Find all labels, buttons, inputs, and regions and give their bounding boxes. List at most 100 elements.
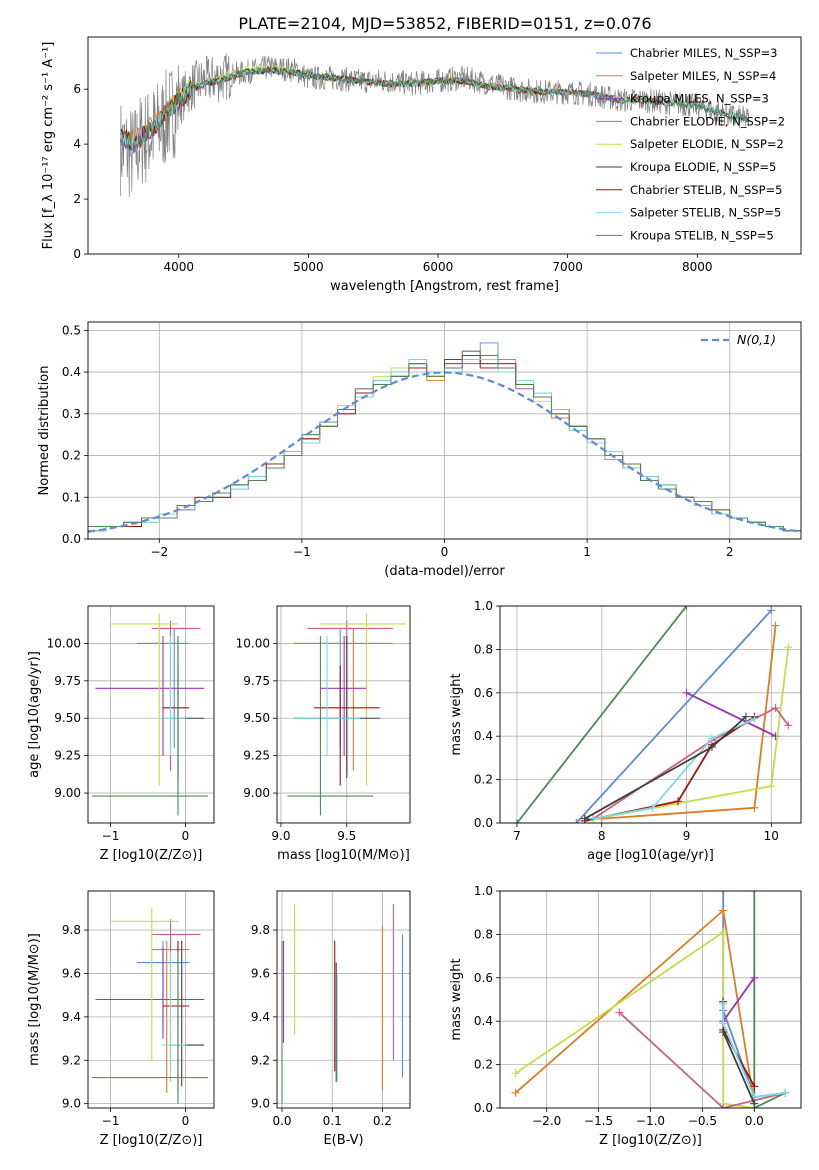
- legend-entry: N(0,1): [737, 332, 776, 347]
- legend-entry: Kroupa STELIB, N_SSP=5: [630, 228, 774, 242]
- axes-frame: [276, 890, 411, 1109]
- y-tick-label: 9.50: [54, 711, 81, 725]
- x-tick-label: 10: [764, 829, 779, 843]
- y-tick-label: 0.0: [474, 816, 493, 830]
- x-tick-label: 1: [583, 545, 591, 559]
- y-tick-label: 9.6: [251, 966, 270, 980]
- x-tick-label: −1.5: [584, 1114, 613, 1128]
- y-tick-label: 0: [73, 247, 81, 261]
- y-tick-label: 9.4: [62, 1010, 81, 1024]
- z-mass-panel: −1 0 9.0 9.2 9.4 9.6 9.8 Z [log10(Z/Z⊙)] mass [l…: [27, 890, 215, 1148]
- y-tick-label: 0.4: [474, 1014, 493, 1028]
- y-tick-label: 0.2: [474, 773, 493, 787]
- x-axis-label: age [log10(age/yr)]: [587, 848, 714, 863]
- x-tick-label: 8: [598, 829, 606, 843]
- y-tick-label: 2: [73, 192, 81, 206]
- x-axis-label: (data-model)/error: [384, 564, 505, 579]
- y-tick-label: 1.0: [474, 884, 493, 898]
- x-tick-label: −2.0: [532, 1114, 561, 1128]
- y-tick-label: 9.25: [54, 749, 81, 763]
- y-tick-label: 9.2: [62, 1053, 81, 1067]
- y-tick-label: 0.0: [474, 1101, 493, 1115]
- plot-area: [281, 904, 404, 1104]
- x-tick-label: 6000: [423, 260, 454, 274]
- y-tick-label: 9.00: [243, 786, 270, 800]
- x-tick-label: 0.0: [272, 1114, 291, 1128]
- x-tick-label: 0.0: [745, 1114, 764, 1128]
- weight-line: [686, 691, 776, 738]
- x-axis-label: Z [log10(Z/Z⊙)]: [100, 848, 203, 863]
- plot-area: [88, 342, 801, 533]
- axes-frame: [87, 36, 802, 255]
- x-axis-label: Z [log10(Z/Z⊙)]: [100, 1133, 203, 1148]
- legend-entry: Kroupa ELODIE, N_SSP=5: [630, 160, 776, 174]
- legend-entry: Salpeter STELIB, N_SSP=5: [630, 206, 781, 220]
- axes-frame: [87, 890, 215, 1109]
- x-tick-label: 0: [182, 1114, 190, 1128]
- x-tick-label: −1.0: [636, 1114, 665, 1128]
- y-tick-label: 9.2: [251, 1053, 270, 1067]
- weight-line: [575, 609, 772, 823]
- x-tick-label: 9.0: [271, 829, 290, 843]
- legend-entry: Kroupa MILES, N_SSP=3: [630, 92, 769, 106]
- x-tick-label: 9: [683, 829, 691, 843]
- normal-curve: [88, 371, 801, 533]
- y-axis-label: age [log10(age/yr)]: [27, 651, 42, 778]
- plot-area: [512, 606, 793, 823]
- y-tick-label: 0.4: [62, 365, 81, 379]
- legend-entry: Salpeter MILES, N_SSP=4: [630, 69, 776, 83]
- y-axis-label: mass weight: [449, 673, 464, 755]
- y-tick-label: 10.00: [47, 636, 81, 650]
- y-tick-label: 0.4: [474, 729, 493, 743]
- plot-area: [91, 613, 208, 816]
- x-tick-label: 0: [182, 829, 190, 843]
- x-tick-label: 8000: [682, 260, 713, 274]
- weight-line: [722, 1003, 786, 1099]
- y-tick-label: 9.6: [62, 966, 81, 980]
- legend-entry: Chabrier MILES, N_SSP=3: [630, 46, 777, 60]
- plot-area: [119, 53, 750, 197]
- ebv-mass-panel: 0.0 0.1 0.2 9.0 9.2 9.4 9.6 9.8 E(B-V): [251, 890, 411, 1148]
- x-axis-label: wavelength [Angstrom, rest frame]: [330, 279, 559, 294]
- legend-entry: Salpeter ELODIE, N_SSP=2: [630, 137, 784, 151]
- axes-frame: [87, 605, 215, 824]
- y-tick-label: 0.1: [62, 490, 81, 504]
- x-tick-label: −0.5: [688, 1114, 717, 1128]
- model-spectrum-line: [119, 67, 750, 153]
- z-age-panel: −1 0 9.00 9.25 9.50 9.75 10.00 Z [log10(Z/Z⊙)] a…: [27, 605, 215, 863]
- weight-age-panel: 7 8 9 10 0.0 0.2 0.4 0.6 0.8 1.0 age [log10(age/yr…: [449, 599, 802, 863]
- histogram-step: [88, 350, 801, 532]
- axes-frame: [276, 605, 411, 824]
- x-axis-label: mass [log10(M/M⊙)]: [277, 848, 410, 863]
- y-tick-label: 9.0: [251, 1097, 270, 1111]
- x-tick-label: 7000: [552, 260, 583, 274]
- weight-line: [722, 1031, 756, 1105]
- weight-line: [515, 909, 756, 1104]
- axes-frame: [499, 605, 802, 824]
- y-tick-label: 0.6: [474, 971, 493, 985]
- x-tick-label: 7: [513, 829, 521, 843]
- x-tick-label: −1: [293, 545, 311, 559]
- x-tick-label: −2: [150, 545, 168, 559]
- weight-z-panel: −2.0 −1.5 −1.0 −0.5 0.0 0.0 0.2 0.4 0.6 0.8 1.0 Z […: [449, 884, 802, 1148]
- axes-frame: [499, 890, 802, 1109]
- y-tick-label: 0.3: [62, 407, 81, 421]
- y-tick-label: 0.5: [62, 323, 81, 337]
- plot-area: [91, 908, 208, 1104]
- y-tick-label: 9.50: [243, 711, 270, 725]
- x-axis-label: E(B-V): [323, 1133, 363, 1148]
- y-axis-label: Normed distribution: [37, 366, 52, 496]
- y-tick-label: 9.75: [243, 674, 270, 688]
- y-tick-label: 9.8: [251, 923, 270, 937]
- x-tick-label: 2: [726, 545, 734, 559]
- x-axis-label: Z [log10(Z/Z⊙)]: [599, 1133, 702, 1148]
- y-tick-label: 0.0: [62, 532, 81, 546]
- y-tick-label: 9.8: [62, 923, 81, 937]
- residuals-panel: −2 −1 0 1 2 0.0 0.1 0.2 0.3 0.4 0.5 (data-model)/er…: [37, 321, 802, 579]
- weight-line: [753, 891, 786, 1108]
- y-tick-label: 0.2: [474, 1058, 493, 1072]
- y-axis-label: mass weight: [449, 958, 464, 1040]
- weight-line: [516, 606, 688, 823]
- y-tick-label: 9.00: [54, 786, 81, 800]
